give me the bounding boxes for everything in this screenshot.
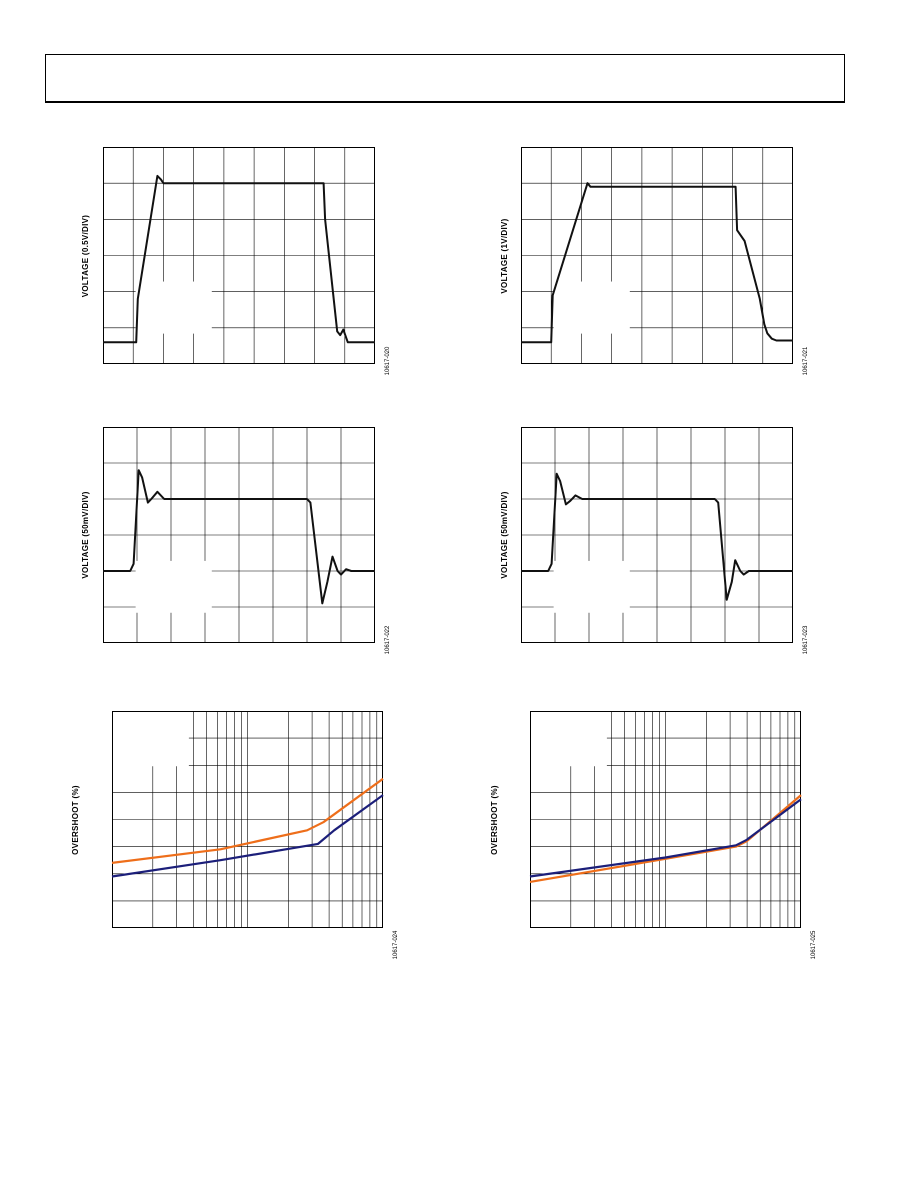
overshoot-series-2 bbox=[111, 794, 384, 878]
legend-blank-area bbox=[531, 712, 607, 767]
waveform-trace bbox=[521, 472, 793, 601]
figure-id-middle-right: 10617-023 bbox=[803, 625, 809, 655]
grid bbox=[112, 711, 383, 928]
figure-id-middle-left: 10617-022 bbox=[385, 625, 391, 655]
overshoot-plot-bottom-left bbox=[111, 711, 384, 928]
legend-blank-area bbox=[553, 560, 630, 613]
scope-plot-top-left bbox=[103, 147, 375, 364]
ylabel-bottom-left: OVERSHOOT (%) bbox=[71, 785, 80, 855]
page-header-box bbox=[45, 54, 845, 103]
figure-id-bottom-right: 10617-025 bbox=[811, 930, 817, 960]
ylabel-top-left: VOLTAGE (0.5V/DIV) bbox=[81, 214, 90, 298]
plot-frame bbox=[530, 711, 801, 928]
legend-blank-area bbox=[135, 560, 212, 613]
ylabel-middle-left: VOLTAGE (50mV/DIV) bbox=[81, 491, 90, 579]
ylabel-bottom-right: OVERSHOOT (%) bbox=[490, 785, 499, 855]
legend-blank-area bbox=[113, 712, 189, 767]
plot-frame bbox=[112, 711, 383, 928]
overshoot-series-1 bbox=[111, 777, 384, 864]
waveform-trace bbox=[103, 174, 375, 344]
figure-id-bottom-left: 10617-024 bbox=[393, 930, 399, 960]
legend-blank-area bbox=[135, 281, 212, 334]
plot-frame bbox=[103, 147, 375, 364]
figure-id-top-left: 10617-020 bbox=[385, 346, 391, 376]
scope-plot-middle-left bbox=[103, 427, 375, 643]
waveform-trace bbox=[103, 469, 375, 605]
figure-id-top-right: 10617-021 bbox=[803, 346, 809, 376]
waveform-trace bbox=[521, 182, 793, 344]
ylabel-middle-right: VOLTAGE (50mV/DIV) bbox=[500, 491, 509, 579]
overshoot-series-2 bbox=[529, 798, 802, 878]
scope-plot-middle-right bbox=[521, 427, 793, 643]
plot-frame bbox=[103, 427, 375, 643]
plot-frame bbox=[521, 427, 793, 643]
legend-blank-area bbox=[553, 281, 630, 334]
overshoot-plot-bottom-right bbox=[529, 711, 802, 928]
scope-plot-top-right bbox=[521, 147, 793, 364]
ylabel-top-right: VOLTAGE (1V/DIV) bbox=[500, 218, 509, 294]
plot-frame bbox=[521, 147, 793, 364]
